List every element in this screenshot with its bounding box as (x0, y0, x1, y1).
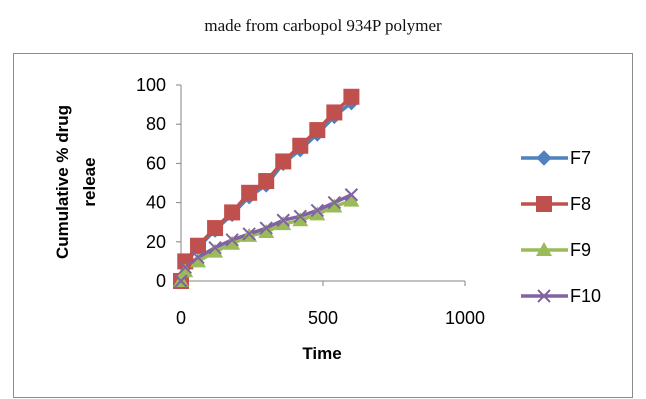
legend-item-f9: F9 (521, 240, 591, 260)
data-point-f8 (207, 220, 224, 237)
y-tick-label: 20 (146, 232, 166, 252)
legend-item-f8: F8 (521, 194, 591, 214)
legend-swatch-marker-f9 (536, 242, 552, 256)
data-point-f9 (190, 253, 207, 268)
data-point-f10 (191, 250, 205, 265)
data-point-f10 (242, 227, 256, 241)
x-tick-label: 1000 (445, 308, 485, 328)
data-point-f9 (258, 224, 275, 238)
data-point-f10 (259, 221, 273, 235)
y-tick-label: 0 (156, 271, 166, 291)
data-point-f10 (327, 195, 342, 210)
data-point-f10 (178, 260, 192, 274)
data-point-f9 (326, 198, 343, 213)
y-tick-label: 80 (146, 114, 166, 134)
data-point-f8 (326, 104, 343, 121)
data-point-f8 (177, 253, 194, 270)
legend-label-f9: F9 (570, 240, 591, 260)
data-point-f10 (344, 188, 359, 202)
legend-label-f8: F8 (570, 194, 591, 214)
series-markers (173, 88, 360, 289)
chart-frame (13, 53, 633, 398)
y-tick-label: 40 (146, 193, 166, 213)
data-point-f10 (225, 233, 239, 247)
data-point-f10 (174, 274, 188, 288)
data-point-f8 (309, 122, 326, 139)
legend: F7 F8 F9 F10 (521, 148, 601, 306)
legend-swatch-marker-f10 (537, 289, 551, 303)
data-point-f8 (275, 153, 292, 170)
y-tick-label: 100 (136, 75, 166, 95)
data-point-f9 (309, 206, 326, 221)
data-point-f10 (276, 213, 290, 227)
data-point-f10 (208, 240, 222, 255)
y-axis-title-line-1: Cumulative % drug (53, 105, 72, 259)
x-tick-label: 0 (176, 308, 186, 328)
legend-item-f7: F7 (521, 148, 591, 168)
data-point-f9 (177, 263, 194, 278)
legend-label-f10: F10 (570, 286, 601, 306)
data-point-f10 (310, 203, 325, 218)
data-point-f8 (241, 184, 258, 201)
y-axis-title-line-2: releae (80, 157, 99, 206)
data-point-f8 (224, 204, 241, 221)
data-point-f8 (258, 173, 275, 190)
legend-swatch-marker-f7 (536, 150, 552, 166)
legend-label-f7: F7 (570, 148, 591, 168)
x-tick-label: 500 (308, 308, 338, 328)
data-point-f9 (207, 243, 224, 258)
data-point-f8 (292, 137, 309, 154)
data-point-f9 (275, 216, 292, 231)
data-point-f9 (224, 235, 241, 250)
data-point-f10 (293, 209, 307, 224)
data-point-f9 (343, 192, 360, 207)
legend-item-f10: F10 (521, 286, 601, 306)
figure-caption: made from carbopol 934P polymer (204, 16, 442, 35)
data-point-f8 (190, 237, 207, 254)
legend-swatch-marker-f8 (536, 196, 552, 212)
y-tick-label: 60 (146, 153, 166, 173)
data-point-f9 (292, 212, 309, 227)
data-point-f8 (343, 88, 360, 105)
x-axis-title: Time (302, 344, 341, 363)
